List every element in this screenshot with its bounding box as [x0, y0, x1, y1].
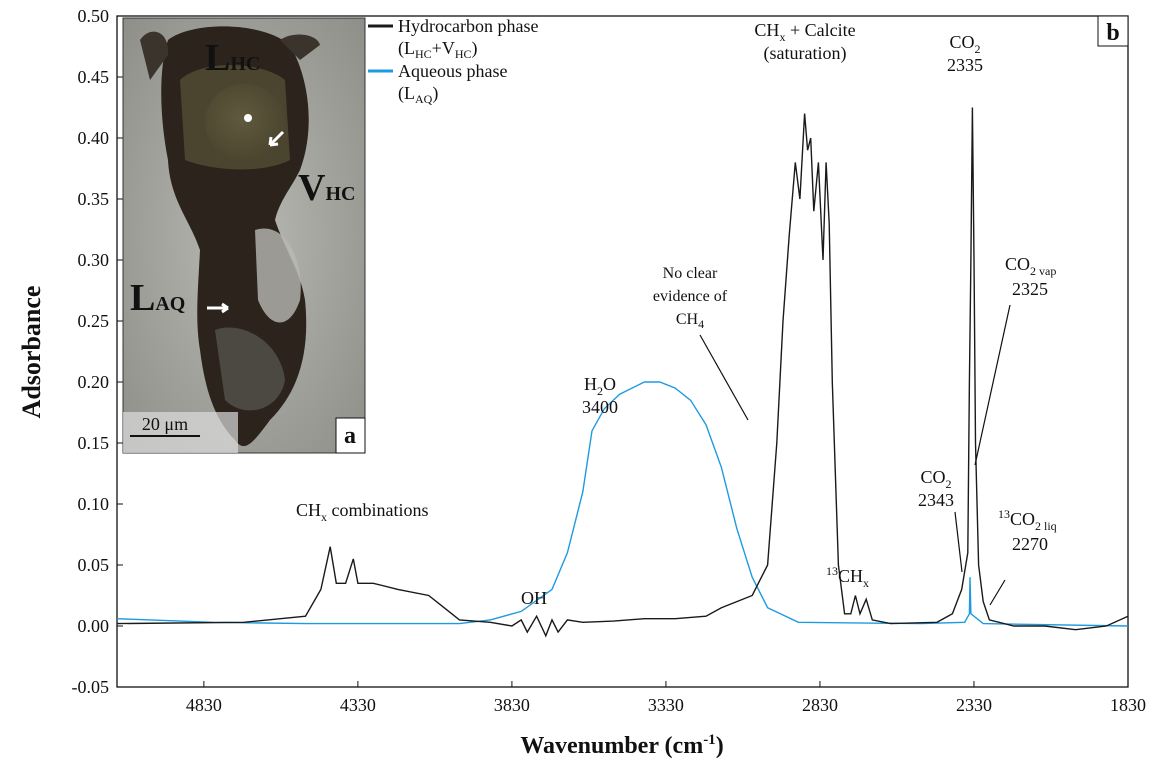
legend-note-part: ): [432, 83, 438, 104]
y-tick-label: 0.40: [78, 128, 110, 148]
legend-note-part: AQ: [415, 92, 433, 106]
y-tick-label: 0.10: [78, 494, 110, 514]
annotation: CO2: [920, 467, 951, 491]
plot-frame: [116, 15, 1129, 688]
series-line: [116, 381, 1129, 627]
inset-label: LHC: [205, 37, 260, 79]
annotation: No clear: [663, 265, 718, 282]
x-tick-label: 4830: [186, 695, 222, 715]
series-line: [116, 107, 1129, 638]
annotation: 3400: [582, 397, 618, 417]
annotation: CO2: [949, 32, 980, 56]
annotations: CHx combinations OH H2O 3400 No clear ev…: [296, 20, 1057, 608]
scale-box: [123, 412, 238, 453]
arrow: [268, 130, 285, 147]
annotation: CH4: [676, 311, 704, 331]
leader-line: [974, 304, 1011, 466]
y-tick-label: 0.35: [78, 189, 110, 209]
y-axis-label: Adsorbance: [17, 286, 46, 419]
y-tick-label: 0.15: [78, 433, 110, 453]
annotation: CHx + Calcite: [754, 20, 855, 44]
y-tick-label: 0.00: [78, 616, 110, 636]
x-tick-label: 3330: [648, 695, 684, 715]
annotation: OH: [521, 588, 547, 608]
legend-note-part: HC: [415, 47, 432, 61]
leader-line: [699, 334, 749, 421]
panel-label: b: [1106, 20, 1119, 46]
crystal: [255, 228, 301, 323]
arrow: [207, 302, 229, 314]
panel-label: a: [344, 423, 356, 449]
inset-photo: LHC VHC LAQ 20 μm a: [122, 17, 366, 454]
inset-label: LAQ: [130, 277, 185, 319]
annotation: 13CO2 liq: [998, 507, 1057, 533]
y-tick-label: 0.20: [78, 372, 110, 392]
legend-note: (LAQ): [398, 83, 438, 106]
x-tick-label: 4330: [340, 695, 376, 715]
y-tick-label: 0.05: [78, 555, 110, 575]
y-tick-label: 0.45: [78, 67, 110, 87]
inset-label: VHC: [298, 167, 355, 209]
x-axis-label: Wavenumber (cm-1): [520, 732, 723, 759]
y-tick-label: -0.05: [72, 677, 110, 697]
y-tick-label: 0.30: [78, 250, 110, 270]
crystal: [215, 327, 285, 411]
legend-note-part: ): [472, 38, 478, 59]
legend-note-part: (L: [398, 38, 415, 59]
scale-label: 20 μm: [142, 414, 188, 434]
y-tick-label: 0.25: [78, 311, 110, 331]
annotation: CO2 vap: [1005, 254, 1056, 278]
annotation: evidence of: [653, 288, 728, 305]
y-tick-label: 0.50: [78, 6, 110, 26]
leader-line: [989, 579, 1006, 606]
legend-label: Aqueous phase: [398, 61, 507, 81]
annotation: (saturation): [764, 43, 847, 64]
legend-note-part: (L: [398, 83, 415, 104]
x-tick-label: 3830: [494, 695, 530, 715]
legend-note-part: HC: [455, 47, 472, 61]
annotation: CHx combinations: [296, 500, 429, 524]
legend-label: Hydrocarbon phase: [398, 16, 538, 36]
highlight: [244, 114, 252, 122]
annotation: 2270: [1012, 534, 1048, 554]
legend-note-part: +V: [432, 38, 455, 58]
panel-box: [335, 417, 366, 454]
annotation: 2343: [918, 490, 954, 510]
panel-box: [1097, 15, 1129, 47]
horns: [140, 31, 320, 80]
annotation: 2335: [947, 55, 983, 75]
x-tick-label: 2830: [802, 695, 838, 715]
annotation: 13CHx: [826, 564, 869, 590]
hc-liquid: [180, 65, 290, 170]
leader-line: [954, 511, 963, 573]
legend-note: (LHC+VHC): [398, 38, 478, 61]
x-tick-label: 2330: [956, 695, 992, 715]
annotation: 2325: [1012, 279, 1048, 299]
plot-area: -0.05 0.00 0.05 0.10 0.15 0.20 0.25 0.30 0.35 0.4…: [72, 6, 1147, 715]
x-tick-label: 1830: [1110, 695, 1146, 715]
annotation: H2O: [584, 374, 616, 398]
legend: Hydrocarbon phase(LHC+VHC)Aqueous phase(…: [368, 16, 538, 106]
